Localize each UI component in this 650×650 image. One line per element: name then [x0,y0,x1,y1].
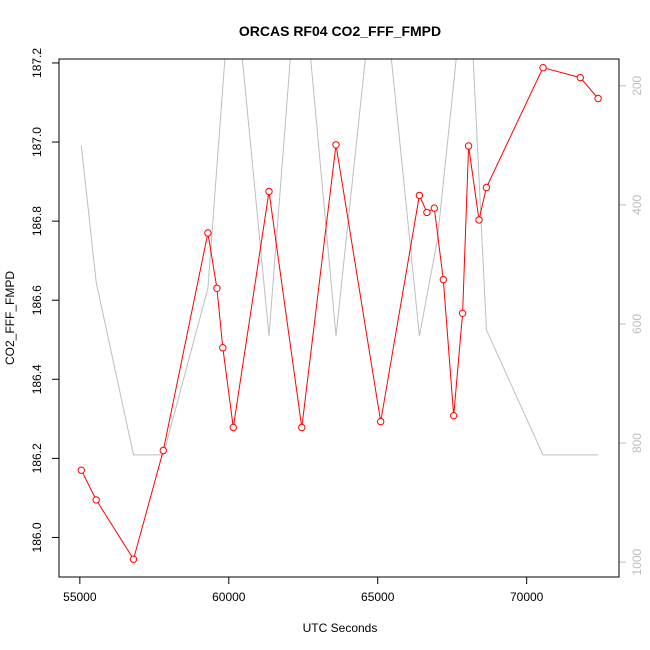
y-axis-label: CO2_FFF_FMPD [3,271,17,365]
data-point [423,208,431,217]
y2-tick-label: 200 [630,75,644,95]
data-point [219,344,227,352]
data-point [92,496,100,504]
secondary-series-layer [80,59,599,456]
data-point [458,309,467,317]
data-point [77,466,86,474]
data-point [332,141,340,149]
x-tick-label: 65000 [361,590,395,604]
y-tick-label: 186.2 [30,443,44,473]
axes: 55000 60000 65000 70000 186.0 186.2 186.4 186.6… [30,48,644,604]
y-tick-label: 186.6 [30,285,44,315]
plot-frame [58,58,620,578]
data-point [204,229,212,237]
data-point [439,275,447,284]
data-point [594,94,602,103]
y-tick-label: 186.8 [30,206,44,236]
y2-tick-label: 400 [630,195,644,215]
x-tick-label: 55000 [63,590,97,604]
primary-series-line [80,67,599,561]
y2-tick-label: 800 [630,433,644,453]
data-point [265,187,273,196]
data-point [539,64,547,72]
data-point [475,216,483,224]
data-point [298,423,306,432]
data-point [377,417,385,426]
y-tick-label: 186.0 [30,522,44,552]
y2-tick-label: 1000 [630,548,644,575]
data-point [464,142,473,150]
chart-title: ORCAS RF04 CO2_FFF_FMPD [239,23,441,39]
x-tick-label: 60000 [212,590,246,604]
secondary-series-line [80,59,599,456]
data-point [229,423,238,432]
data-point [450,412,458,420]
y-tick-label: 186.4 [30,364,44,394]
data-point [159,446,168,455]
data-point [129,555,138,563]
data-point [576,73,584,82]
data-point [482,183,491,192]
y-tick-label: 187.0 [30,127,44,157]
primary-series-layer [77,64,602,563]
x-tick-label: 70000 [510,590,544,604]
data-point [213,284,221,292]
data-point [415,191,424,200]
x-axis-label: UTC Seconds [303,621,378,635]
data-point [430,204,438,212]
y-tick-label: 187.2 [30,48,44,78]
y2-tick-label: 600 [630,314,644,334]
